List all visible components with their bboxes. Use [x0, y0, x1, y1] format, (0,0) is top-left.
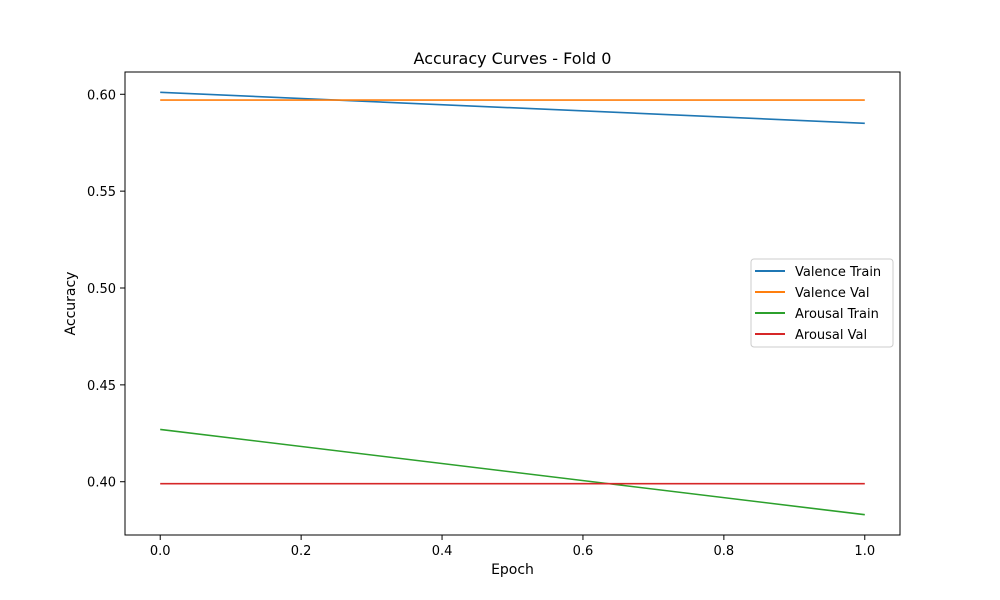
chart-title: Accuracy Curves - Fold 0 [414, 49, 612, 68]
y-tick-label: 0.50 [87, 282, 116, 297]
x-tick-label: 1.0 [854, 544, 875, 559]
legend: Valence Train Valence Val Arousal Train Aro… [750, 258, 894, 348]
legend-box [750, 258, 894, 348]
x-tick-label: 0.6 [573, 544, 594, 559]
y-axis-ticks: 0.40 0.45 0.50 0.55 0.60 [87, 88, 125, 491]
x-tick-label: 0.8 [714, 544, 735, 559]
y-tick-label: 0.55 [87, 185, 116, 200]
y-tick-label: 0.40 [87, 476, 116, 491]
x-axis-ticks: 0.0 0.2 0.4 0.6 0.8 1.0 [150, 535, 875, 559]
y-tick-label: 0.45 [87, 379, 116, 394]
legend-label: Arousal Val [795, 328, 867, 343]
legend-label: Valence Train [795, 265, 881, 280]
x-tick-label: 0.0 [150, 544, 171, 559]
series-lines [160, 91, 865, 516]
y-tick-label: 0.60 [87, 88, 116, 103]
x-tick-label: 0.4 [432, 544, 453, 559]
legend-label: Valence Val [795, 286, 869, 301]
series-line [160, 428, 865, 516]
x-tick-label: 0.2 [291, 544, 312, 559]
x-axis-label: Epoch [491, 562, 534, 578]
series-line [160, 91, 865, 125]
plot-frame [124, 71, 901, 536]
y-axis-label: Accuracy [63, 272, 79, 336]
legend-label: Arousal Train [795, 307, 879, 322]
